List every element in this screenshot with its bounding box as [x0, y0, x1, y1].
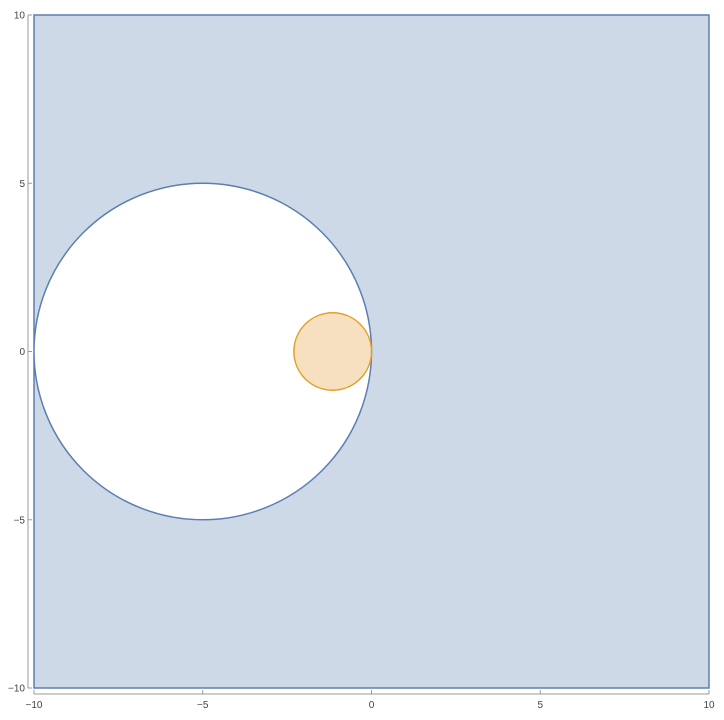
axes: −10 −5 0 5 10 −10 −5 0 5 10 — [8, 11, 715, 712]
y-ticks: −10 −5 0 5 10 — [8, 11, 32, 695]
y-tick-label: −10 — [8, 684, 25, 695]
x-tick-label: 10 — [703, 700, 715, 711]
y-tick-label: 10 — [14, 11, 26, 22]
regions — [33, 14, 710, 689]
x-tick-label: 5 — [537, 700, 543, 711]
small-disk-region — [293, 312, 373, 391]
x-tick-label: 0 — [369, 700, 375, 711]
y-tick-label: −5 — [14, 515, 26, 526]
y-tick-label: 0 — [19, 347, 25, 358]
x-tick-label: −10 — [26, 700, 43, 711]
x-tick-label: −5 — [197, 700, 209, 711]
x-ticks: −10 −5 0 5 10 — [26, 690, 715, 711]
y-tick-label: 5 — [19, 179, 25, 190]
